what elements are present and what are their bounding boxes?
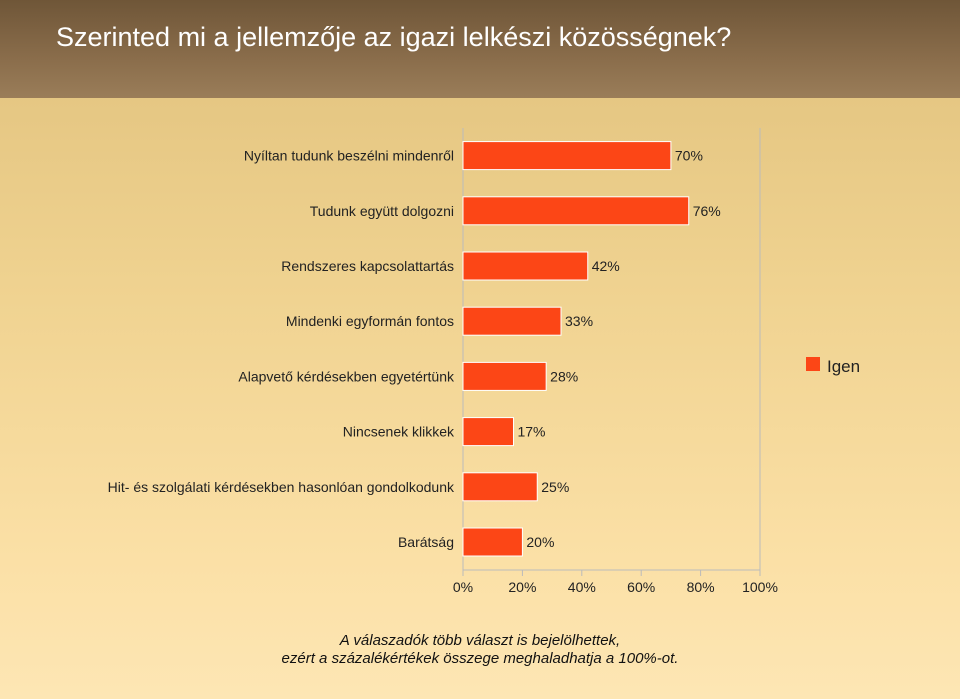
legend-swatch	[806, 357, 820, 371]
bar	[462, 361, 547, 391]
data-label: 17%	[517, 424, 545, 440]
data-label: 33%	[565, 313, 593, 329]
x-tick-label: 20%	[508, 579, 536, 595]
footnote-line-1: A válaszadók több választ is bejelölhett…	[339, 632, 621, 649]
data-label: 76%	[693, 203, 721, 219]
bar	[462, 141, 672, 171]
category-label: Nyíltan tudunk beszélni mindenről	[244, 148, 454, 164]
data-label: 70%	[675, 148, 703, 164]
x-tick-label: 80%	[687, 579, 715, 595]
data-label: 42%	[592, 258, 620, 274]
footnote: A válaszadók több választ is bejelölhett…	[0, 632, 960, 668]
bar	[462, 527, 523, 557]
x-tick-label: 60%	[627, 579, 655, 595]
footnote-line-2: ezért a százalékértékek összege meghalad…	[281, 650, 679, 667]
data-label: 20%	[526, 534, 554, 550]
x-tick-label: 100%	[742, 579, 778, 595]
category-label: Rendszeres kapcsolattartás	[281, 258, 454, 274]
data-label: 25%	[541, 479, 569, 495]
bar	[462, 417, 514, 447]
bar	[462, 251, 589, 281]
x-tick-label: 40%	[568, 579, 596, 595]
category-label: Hit- és szolgálati kérdésekben hasonlóan…	[108, 479, 455, 495]
legend-label: Igen	[827, 357, 860, 376]
bar	[462, 306, 562, 336]
x-tick-label: 0%	[453, 579, 473, 595]
category-label: Alapvető kérdésekben egyetértünk	[238, 368, 455, 384]
category-label: Tudunk együtt dolgozni	[310, 203, 454, 219]
category-label: Nincsenek klikkek	[343, 424, 455, 440]
page-title: Szerinted mi a jellemzője az igazi lelké…	[56, 22, 732, 52]
category-label: Barátság	[398, 534, 454, 550]
bar	[462, 196, 690, 226]
title-banner: Szerinted mi a jellemzője az igazi lelké…	[0, 0, 960, 98]
category-label: Mindenki egyformán fontos	[286, 313, 454, 329]
bar	[462, 472, 538, 502]
data-label: 28%	[550, 368, 578, 384]
